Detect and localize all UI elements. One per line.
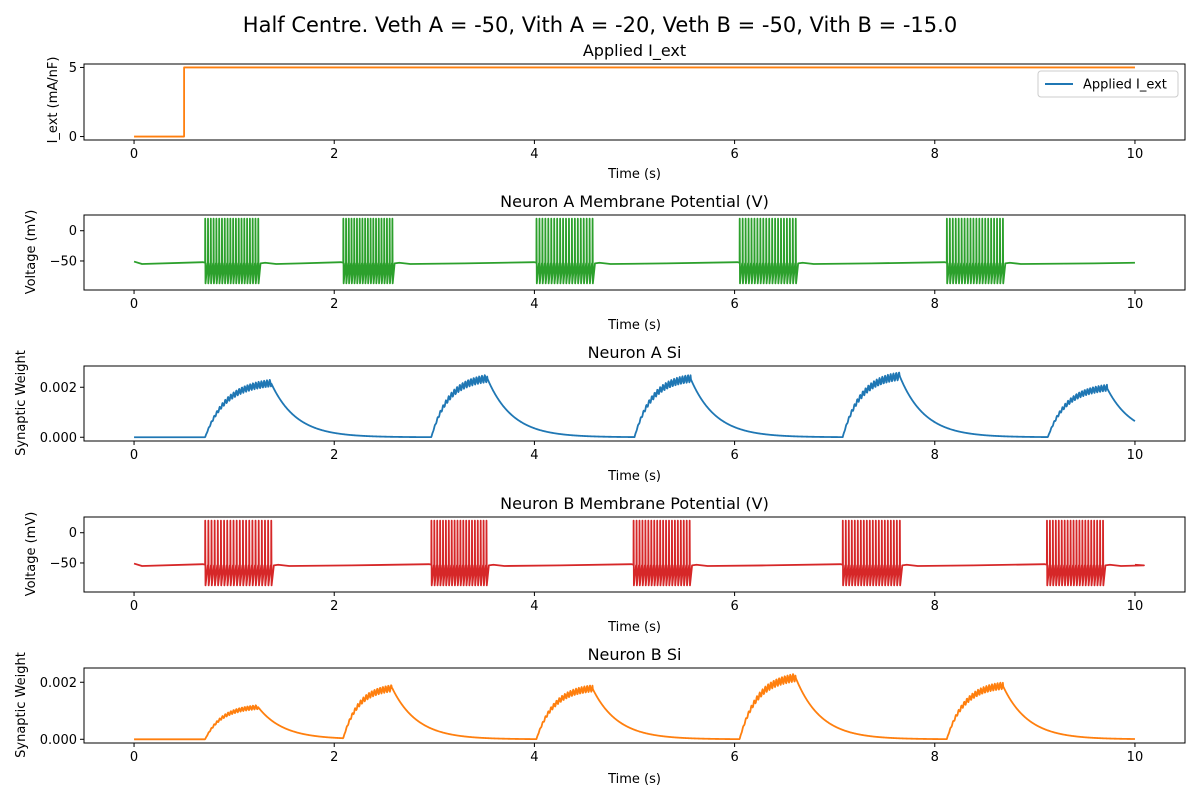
- x-tick-label: 6: [730, 297, 738, 312]
- panel-neuron-b-si: Neuron B Si 0 2 4 6 8 10 0.000 0.002 Time (s) S…: [14, 645, 1186, 787]
- y-tick-label: 0.000: [40, 431, 77, 446]
- x-tick-label: 8: [931, 147, 939, 162]
- series-line-0: [133, 371, 1136, 439]
- plot-area: 0 2 4 6 8 10 0 −50: [50, 214, 1186, 312]
- x-axis-label: Time (s): [607, 620, 661, 635]
- legend-label: Applied I_ext: [1083, 78, 1167, 93]
- y-axis-label: Synaptic Weight: [14, 350, 29, 456]
- y-axis-label: Voltage (mV): [24, 512, 39, 597]
- x-tick-label: 2: [330, 750, 338, 765]
- x-tick-label: 6: [730, 599, 738, 614]
- y-axis-label: Synaptic Weight: [14, 652, 29, 758]
- x-tick-label: 8: [931, 448, 939, 463]
- x-tick-label: 0: [130, 147, 138, 162]
- plot-area: 0 2 4 6 8 10 0 5: [69, 61, 1186, 162]
- x-tick-label: 6: [730, 750, 738, 765]
- x-tick-label: 2: [330, 448, 338, 463]
- x-tick-label: 6: [730, 448, 738, 463]
- panel-title: Neuron B Si: [588, 645, 682, 664]
- x-axis-label: Time (s): [607, 167, 661, 182]
- x-tick-label: 2: [330, 297, 338, 312]
- x-tick-label: 10: [1127, 147, 1144, 162]
- panel-title: Neuron A Membrane Potential (V): [500, 192, 769, 211]
- x-tick-label: 4: [530, 297, 538, 312]
- x-axis-label: Time (s): [607, 318, 661, 333]
- panel-applied-iext: Applied I_ext 0 2 4 6 8 10 0 5 Time (s) I_ext (…: [46, 41, 1186, 182]
- y-tick-label: 0.000: [40, 733, 77, 748]
- legend: Applied I_ext: [1037, 70, 1179, 98]
- x-tick-label: 10: [1127, 750, 1144, 765]
- x-tick-label: 10: [1127, 599, 1144, 614]
- panel-title: Neuron B Membrane Potential (V): [500, 494, 769, 513]
- panel-neuron-a-voltage: Neuron A Membrane Potential (V) 0 2 4 6 8 100…: [24, 192, 1186, 333]
- x-tick-label: 0: [130, 750, 138, 765]
- y-tick-label: 0.002: [40, 381, 77, 396]
- legend-box: [1037, 70, 1179, 98]
- x-tick-label: 8: [931, 750, 939, 765]
- y-tick-label: 0: [69, 130, 77, 145]
- x-tick-label: 10: [1127, 448, 1144, 463]
- axes-frame: [83, 667, 1186, 744]
- plot-area: 0 2 4 6 8 10 0.000 0.002: [40, 667, 1186, 765]
- y-tick-label: 0.002: [40, 676, 77, 691]
- x-tick-label: 6: [730, 147, 738, 162]
- series-line-0: [133, 519, 1145, 587]
- x-axis-label: Time (s): [607, 469, 661, 484]
- x-tick-label: 4: [530, 599, 538, 614]
- panel-neuron-b-voltage: Neuron B Membrane Potential (V) 0 2 4 6 8 100…: [24, 494, 1186, 635]
- series-line-0: [133, 673, 1136, 741]
- panel-title: Neuron A Si: [588, 343, 682, 362]
- figure-suptitle: Half Centre. Veth A = -50, Vith A = -20,…: [243, 13, 957, 37]
- x-tick-label: 8: [931, 599, 939, 614]
- y-tick-label: −50: [50, 254, 77, 269]
- x-tick-label: 2: [330, 599, 338, 614]
- x-tick-label: 0: [130, 599, 138, 614]
- y-tick-label: −50: [50, 556, 77, 571]
- x-tick-label: 8: [931, 297, 939, 312]
- panel-neuron-a-si: Neuron A Si 0 2 4 6 8 10 0.000 0.002 Time (s) S…: [14, 343, 1186, 484]
- y-axis-label: I_ext (mA/nF): [46, 57, 61, 144]
- axes-frame: [83, 516, 1186, 593]
- x-tick-label: 0: [130, 448, 138, 463]
- x-tick-label: 4: [530, 448, 538, 463]
- plot-area: 0 2 4 6 8 10 0 −50: [50, 516, 1186, 614]
- x-axis-label: Time (s): [607, 772, 661, 787]
- x-tick-label: 4: [530, 147, 538, 162]
- x-tick-label: 10: [1127, 297, 1144, 312]
- x-tick-label: 2: [330, 147, 338, 162]
- y-tick-label: 5: [69, 61, 77, 76]
- x-tick-label: 4: [530, 750, 538, 765]
- x-tick-label: 0: [130, 297, 138, 312]
- y-tick-label: 0: [69, 224, 77, 239]
- plot-area: 0 2 4 6 8 10 0.000 0.002: [40, 365, 1186, 463]
- series-line-0: [133, 217, 1135, 285]
- y-axis-label: Voltage (mV): [24, 210, 39, 295]
- axes-frame: [83, 214, 1186, 291]
- panel-title: Applied I_ext: [583, 41, 686, 61]
- series-line-0: [134, 66, 1135, 138]
- y-tick-label: 0: [69, 526, 77, 541]
- axes-frame: [83, 365, 1186, 442]
- axes-frame: [83, 63, 1186, 141]
